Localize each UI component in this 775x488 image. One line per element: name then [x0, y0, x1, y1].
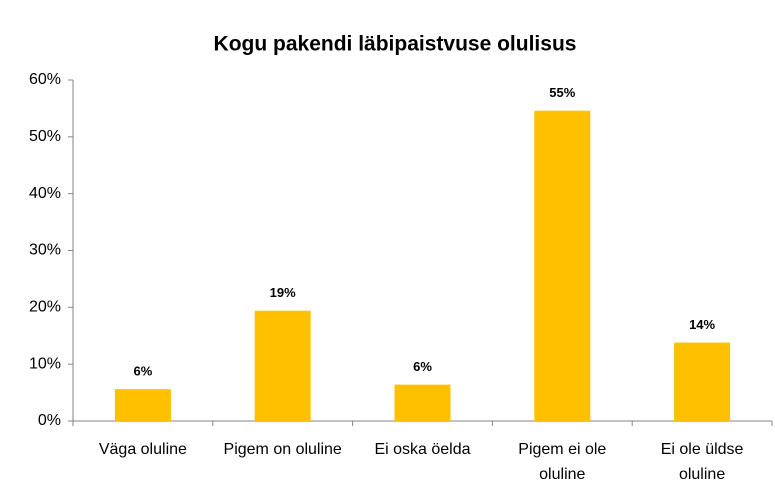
y-tick-label: 30%	[29, 242, 61, 259]
bar	[674, 342, 731, 421]
y-tick-label: 50%	[29, 128, 61, 145]
data-label: 14%	[689, 317, 715, 332]
x-tick-label: Pigem on oluline	[223, 441, 342, 458]
data-label: 6%	[413, 359, 432, 374]
y-tick-label: 20%	[29, 299, 61, 316]
y-tick-label: 0%	[38, 412, 61, 429]
x-tick-label: Väga oluline	[98, 441, 187, 458]
y-tick-label: 10%	[29, 355, 61, 372]
data-label: 55%	[549, 85, 575, 100]
y-tick-label: 60%	[29, 71, 61, 88]
x-tick-label: Ei oska öelda	[374, 441, 471, 458]
bar	[394, 384, 451, 421]
bar	[254, 310, 311, 421]
data-label: 19%	[270, 285, 296, 300]
bar	[534, 110, 591, 421]
x-tick-label: Pigem ei ole oluline	[518, 441, 607, 483]
bar	[114, 389, 171, 421]
x-tick-label: Ei ole üldse oluline	[660, 441, 744, 483]
data-label: 6%	[134, 364, 153, 379]
chart-title: Kogu pakendi läbipaistvuse olulisus	[214, 33, 577, 56]
y-tick-label: 40%	[29, 185, 61, 202]
